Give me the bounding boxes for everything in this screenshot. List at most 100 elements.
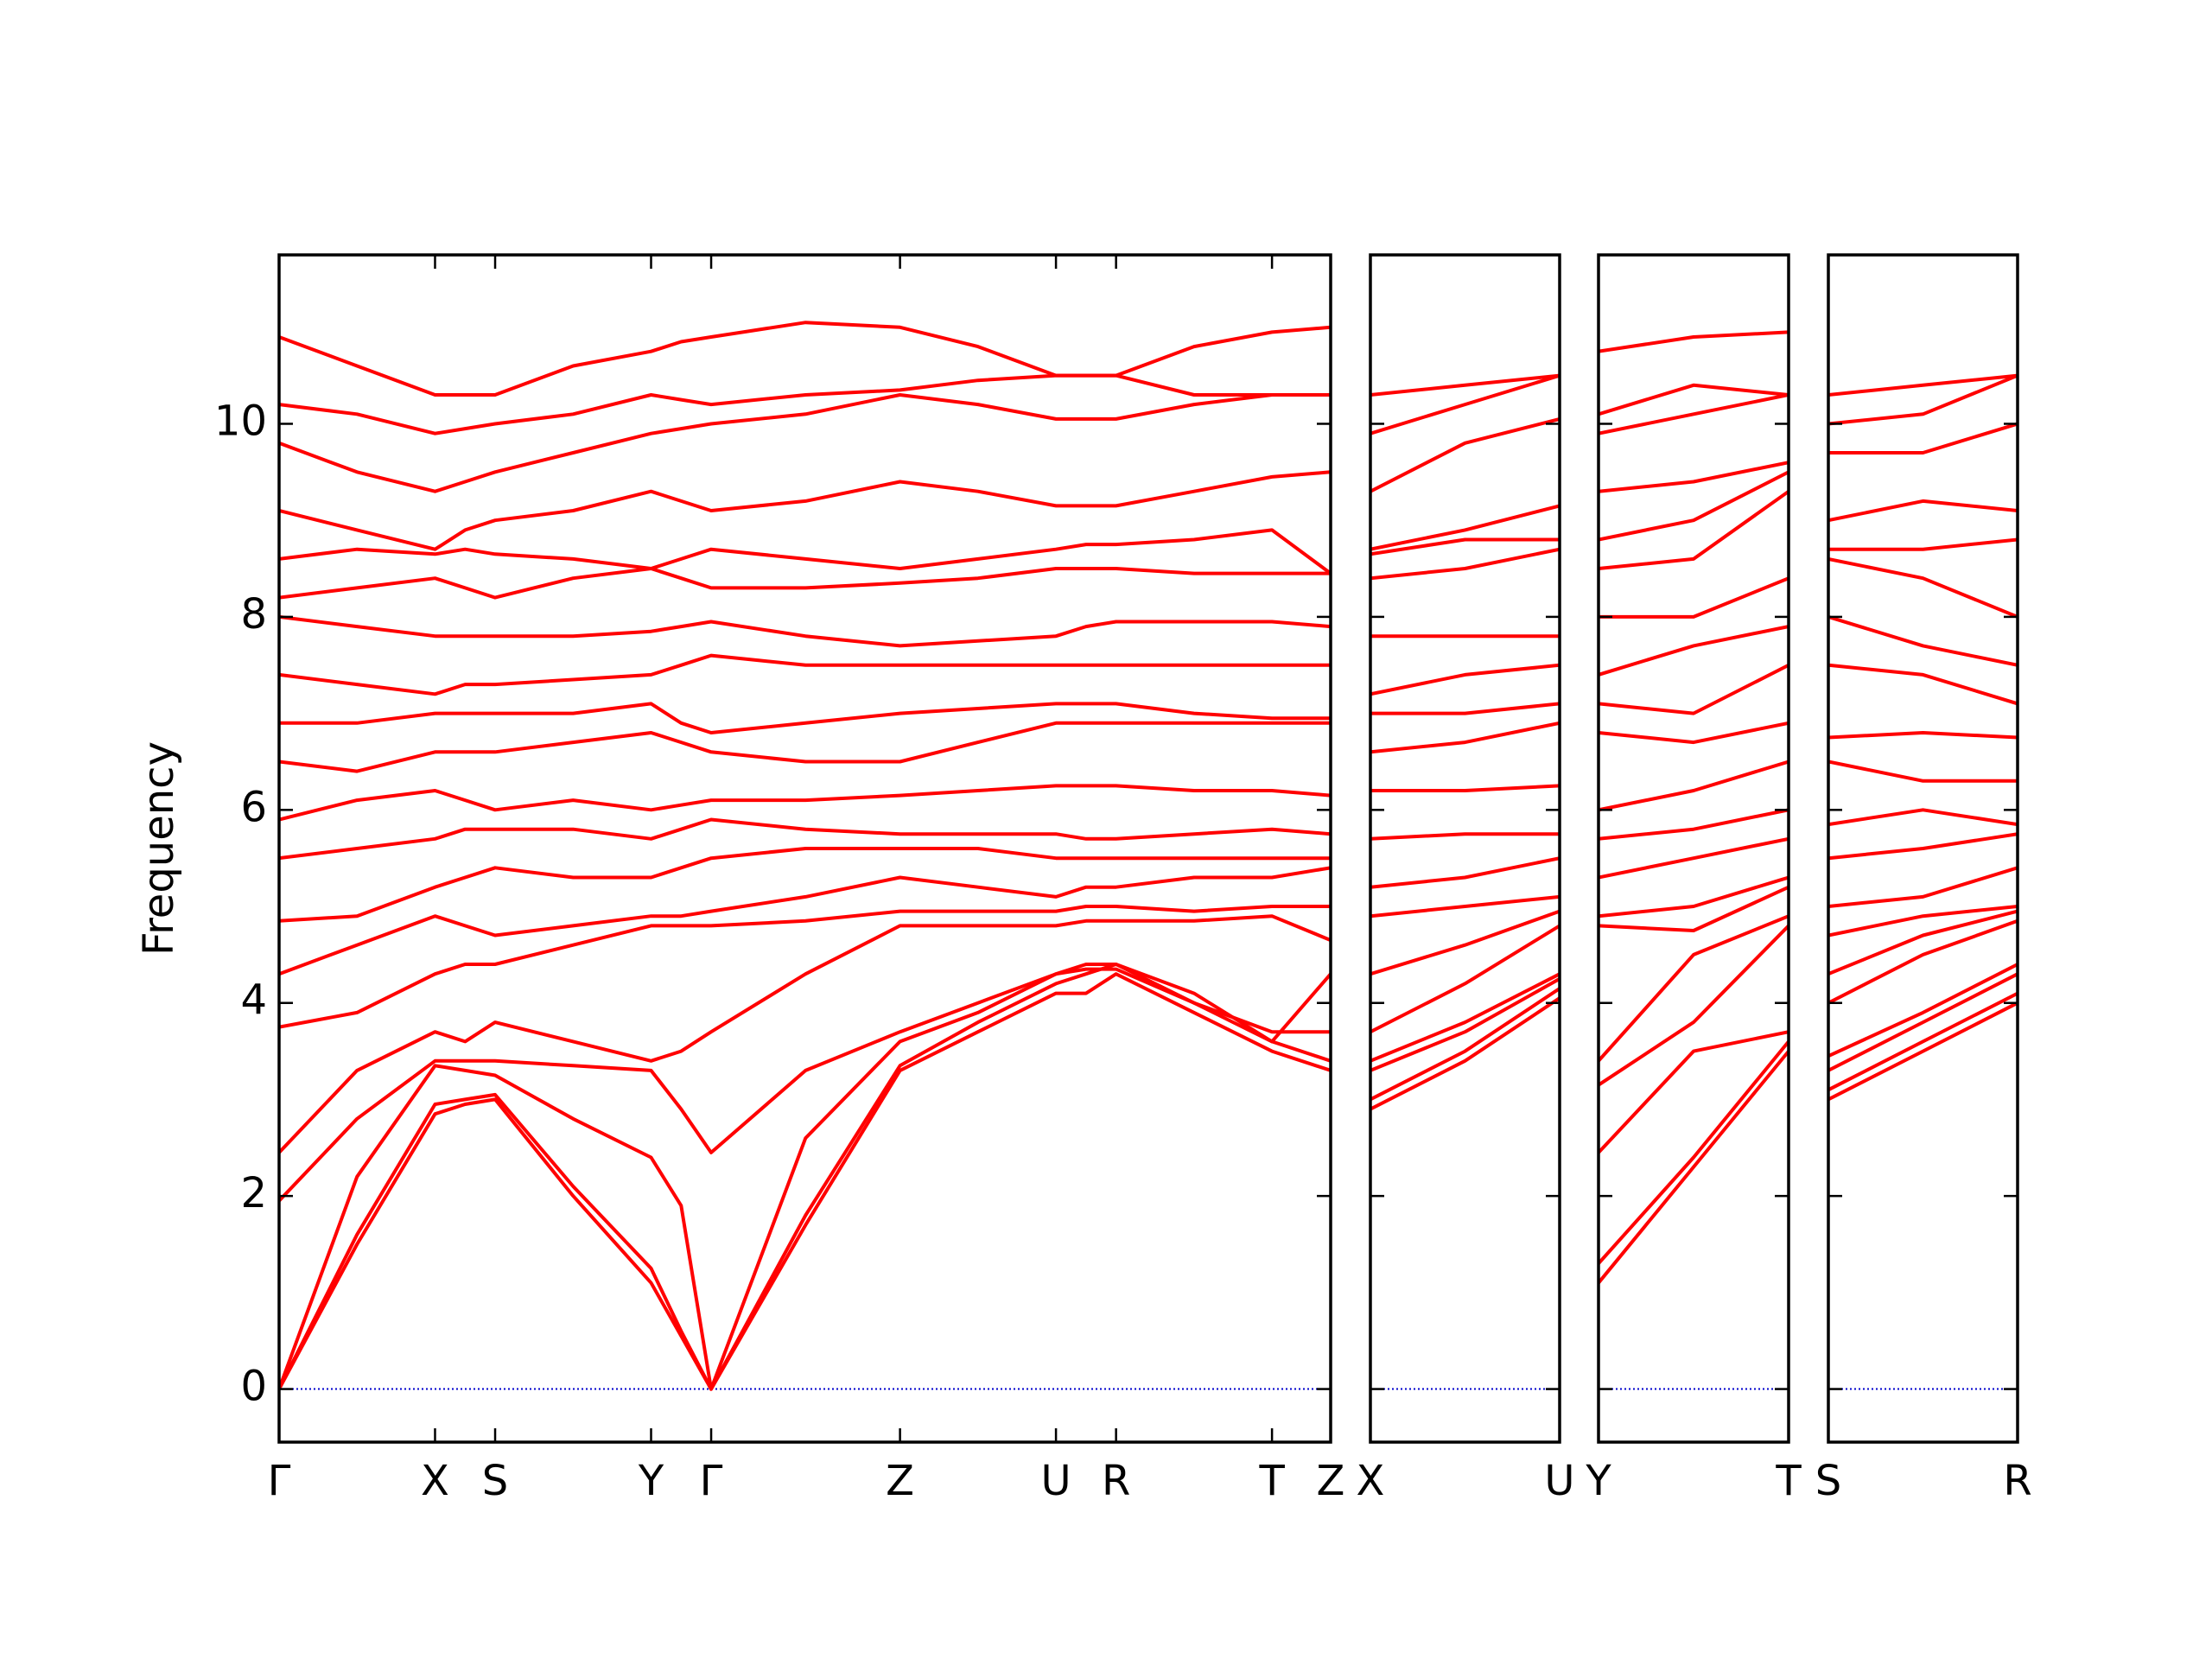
band-line: [1370, 832, 1560, 841]
x-tick-label: T: [1775, 1457, 1802, 1505]
band-line: [1370, 373, 1560, 397]
x-tick-label: U: [1544, 1457, 1574, 1505]
bands: [1828, 373, 2018, 1102]
bands: [1370, 373, 1560, 1111]
band-line: [1828, 905, 2018, 938]
band-line: [279, 653, 1331, 696]
band-line: [1599, 875, 1789, 918]
band-line: [279, 614, 1331, 648]
band-line: [1599, 490, 1789, 570]
band-line: [1828, 991, 2018, 1092]
band-line: [279, 967, 1331, 1391]
band-line: [1370, 784, 1560, 792]
band-line: [1599, 393, 1789, 435]
x-tick-label: S: [1815, 1457, 1841, 1505]
band-line: [279, 321, 1331, 397]
plot-frame: [1597, 253, 1790, 1444]
y-axis-label: Frequency: [135, 741, 183, 956]
band-line: [1828, 537, 2018, 551]
band-line: [1370, 987, 1560, 1102]
band-line: [1370, 924, 1560, 1033]
x-tick-label: Y: [638, 1457, 664, 1505]
band-line: [1599, 1040, 1789, 1265]
bands: [279, 321, 1331, 1391]
x-tick-label: T: [1258, 1457, 1285, 1505]
band-line: [1599, 836, 1789, 880]
band-line: [279, 847, 1331, 923]
band-line: [1370, 537, 1560, 556]
band-line: [1828, 808, 2018, 827]
band-line: [279, 905, 1331, 1029]
band-line: [1370, 972, 1560, 1063]
x-tick-label: R: [1102, 1457, 1130, 1505]
band-line: [1828, 373, 2018, 426]
band-line: [279, 963, 1331, 1203]
band-line: [1370, 996, 1560, 1111]
band-line: [1828, 909, 2018, 976]
band-line: [1828, 760, 2018, 783]
x-tick-label: Γ: [700, 1457, 723, 1505]
x-tick-label: Γ: [268, 1457, 291, 1505]
band-line: [1828, 918, 2018, 1005]
band-line: [279, 470, 1331, 551]
band-line: [279, 528, 1331, 575]
band-line: [1599, 664, 1789, 715]
band-line: [1370, 721, 1560, 754]
band-line: [1828, 731, 2018, 740]
band-line: [1599, 576, 1789, 619]
x-tick-label: U: [1041, 1457, 1071, 1505]
band-line: [1828, 866, 2018, 908]
plot-frame: [1369, 253, 1561, 1444]
band-line: [279, 866, 1331, 976]
band-line: [1370, 894, 1560, 918]
x-tick-label: S: [482, 1457, 508, 1505]
band-line: [1828, 373, 2018, 397]
band-line: [1370, 416, 1560, 493]
y-tick-label: 8: [240, 590, 267, 639]
x-tick-label: X: [421, 1457, 449, 1505]
band-line: [1828, 422, 2018, 454]
band-line: [1370, 702, 1560, 715]
band-line: [1599, 885, 1789, 932]
x-tick-label: X: [1357, 1457, 1385, 1505]
band-line: [279, 721, 1331, 773]
x-tick-label: Y: [1585, 1457, 1611, 1505]
band-line: [1370, 547, 1560, 581]
y-tick-label: 2: [240, 1169, 267, 1217]
band-line: [1828, 663, 2018, 706]
band-line: [1599, 330, 1789, 353]
y-tick-label: 6: [240, 783, 267, 831]
band-line: [1370, 856, 1560, 889]
band-line: [1828, 556, 2018, 619]
x-tick-label: Z: [1317, 1457, 1345, 1505]
band-line: [279, 963, 1331, 1391]
band-line: [279, 393, 1331, 493]
band-line: [1828, 1001, 2018, 1102]
band-line: [1599, 470, 1789, 542]
bands: [1599, 330, 1789, 1284]
y-tick-label: 4: [240, 976, 267, 1025]
band-line: [1828, 963, 2018, 1058]
band-line: [1370, 663, 1560, 696]
band-line: [1599, 1050, 1789, 1284]
band-line: [1599, 914, 1789, 1063]
band-line: [1370, 909, 1560, 976]
band-line: [279, 817, 1331, 861]
band-line: [1828, 972, 2018, 1072]
band-line: [1599, 383, 1789, 416]
plot-frame: [277, 253, 1332, 1444]
band-line: [279, 972, 1331, 1391]
band-line: [1828, 832, 2018, 861]
band-line: [1599, 461, 1789, 493]
band-line: [1599, 721, 1789, 745]
band-line: [279, 784, 1331, 822]
band-line: [1370, 977, 1560, 1072]
band-line: [1828, 499, 2018, 523]
band-line: [1599, 1030, 1789, 1154]
band-line: [1828, 614, 2018, 667]
band-line: [1599, 760, 1789, 812]
band-line: [279, 702, 1331, 734]
band-line: [279, 373, 1331, 435]
